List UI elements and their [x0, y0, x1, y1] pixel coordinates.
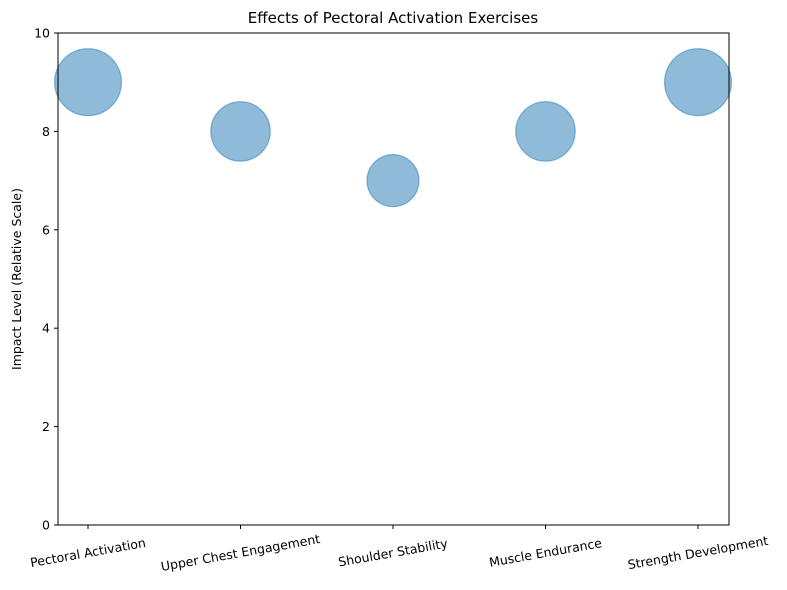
x-tick-label-3: Muscle Endurance: [488, 535, 603, 570]
x-axis: Pectoral Activation Upper Chest Engagemen…: [29, 525, 769, 574]
bubble-1: [53, 48, 123, 117]
bubble-3: [366, 154, 420, 208]
bubbles-layer: [53, 48, 733, 208]
x-tick-label-1: Upper Chest Engagement: [160, 531, 322, 574]
y-tick-label-0: 0: [42, 518, 50, 533]
x-tick-label-4: Strength Development: [627, 533, 770, 572]
y-tick-label-2: 4: [42, 321, 50, 336]
x-tick-label-0: Pectoral Activation: [29, 535, 147, 570]
y-tick-label-5: 10: [34, 26, 50, 41]
y-tick-label-4: 8: [42, 124, 50, 139]
chart-title: Effects of Pectoral Activation Exercises: [248, 9, 539, 27]
y-tick-label-1: 2: [42, 419, 50, 434]
plot-frame: [57, 32, 730, 526]
bubble-2: [210, 101, 271, 162]
y-axis: 0 2 4 6 8 10: [34, 26, 58, 533]
bubble-5: [663, 48, 733, 117]
bubble-4: [515, 101, 576, 162]
y-axis-label: Impact Level (Relative Scale): [9, 188, 24, 370]
x-tick-label-2: Shoulder Stability: [337, 535, 449, 569]
y-tick-label-3: 6: [42, 222, 50, 237]
